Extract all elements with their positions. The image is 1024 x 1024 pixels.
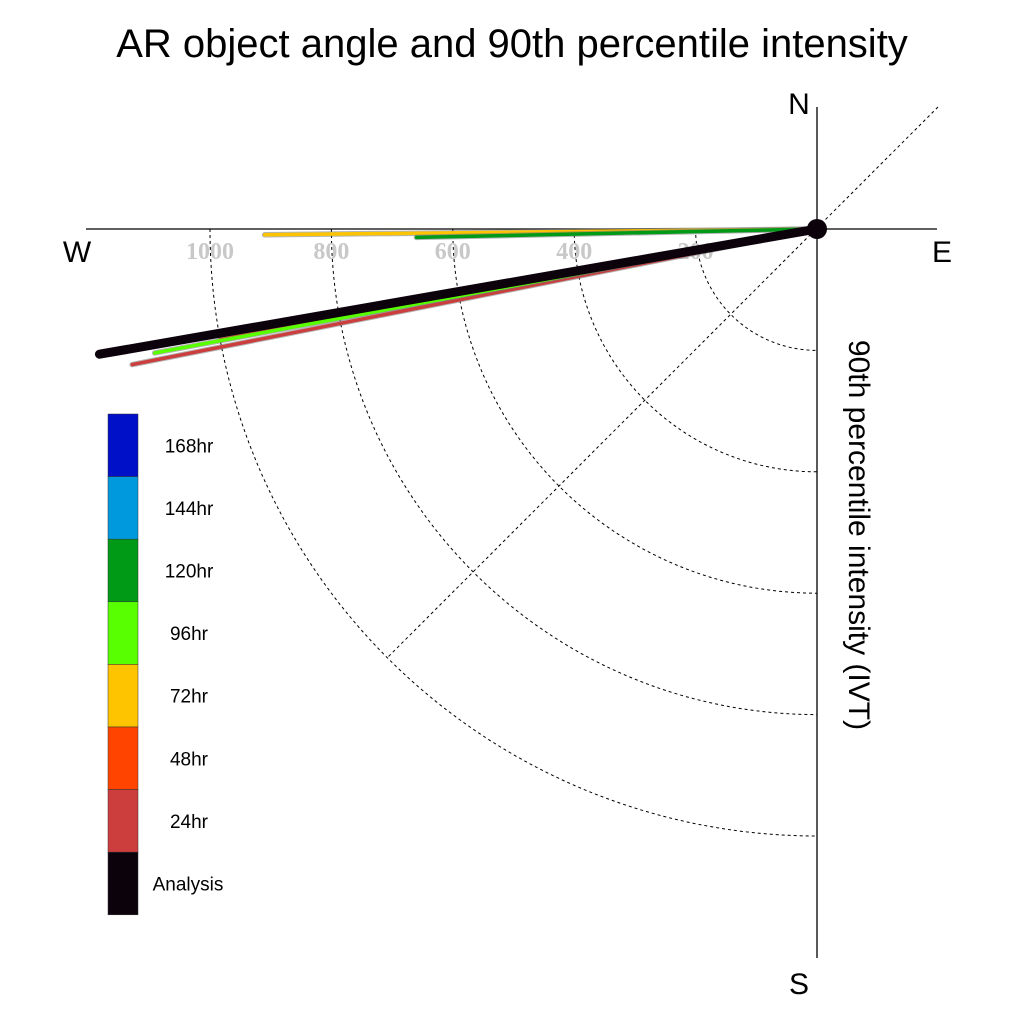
radial-axis-label: 90th percentile intensity (IVT) (842, 340, 875, 730)
legend-label-144hr: 144hr (165, 499, 214, 520)
east-label: E (932, 236, 952, 269)
diagonal-guide (387, 106, 939, 658)
legend-label-96hr: 96hr (170, 624, 209, 645)
north-label: N (788, 88, 810, 121)
legend-label-72hr: 72hr (170, 687, 209, 708)
legend-label-168hr: 168hr (165, 436, 214, 457)
radial-tick-400: 400 (556, 239, 592, 265)
grid-arc-1000 (209, 228, 818, 837)
legend-swatch-120hr (107, 538, 139, 603)
legend-swatch-168hr (107, 413, 139, 477)
radial-tick-800: 800 (313, 239, 349, 265)
legend-swatch-96hr (107, 601, 139, 665)
radial-tick-labels: 2004006008001000 (186, 239, 714, 265)
legend-label-48hr: 48hr (170, 749, 209, 770)
legend-swatch-72hr (107, 664, 139, 728)
legend-swatch-analysis (107, 851, 139, 916)
legend-swatch-48hr (107, 726, 139, 790)
grid-arc-600 (452, 228, 818, 594)
vector-120hr (414, 227, 819, 240)
legend-label-24hr: 24hr (170, 812, 209, 833)
south-label: S (789, 968, 809, 1001)
grid-arc-400 (573, 228, 818, 473)
legend-swatch-144hr (107, 476, 139, 540)
legend-label-analysis: Analysis (153, 875, 224, 896)
legend-label-120hr: 120hr (165, 562, 214, 583)
legend-swatch-24hr (107, 789, 139, 853)
chart-title: AR object angle and 90th percentile inte… (116, 22, 908, 66)
vector-series (94, 224, 822, 368)
vector-analysis (94, 224, 822, 359)
grid-arc-800 (330, 228, 818, 716)
legend: 168hr 144hr 120hr 96hr 72hr 48hr 24hr Analysis (107, 413, 224, 916)
radial-tick-1000: 1000 (186, 239, 234, 265)
origin-marker (807, 219, 827, 239)
radial-tick-600: 600 (435, 239, 471, 265)
west-label: W (63, 236, 92, 269)
